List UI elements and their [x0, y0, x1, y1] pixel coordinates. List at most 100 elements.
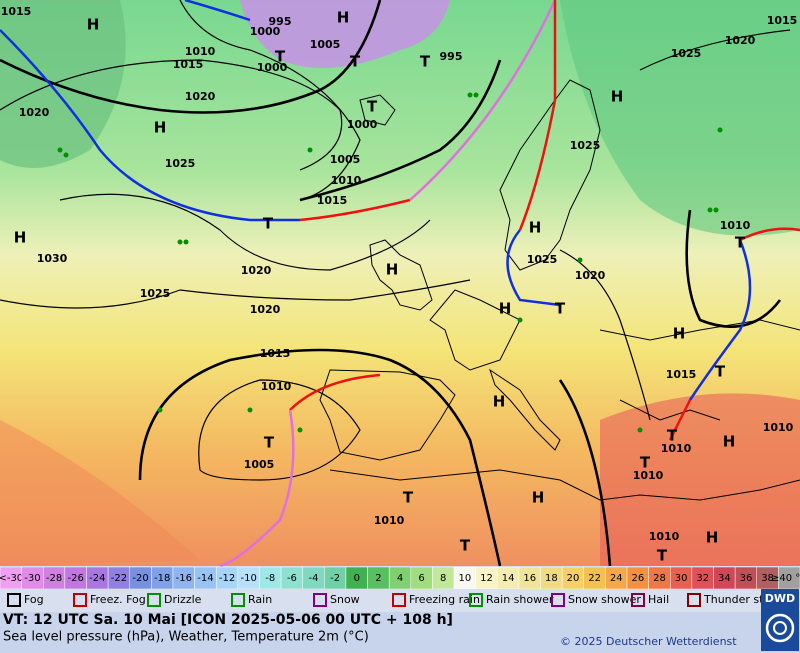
legend-label: Rain — [248, 593, 272, 606]
isobar — [179, 0, 361, 201]
low-center: T — [420, 53, 431, 71]
warm-area — [600, 393, 800, 566]
scale-label: -8 — [265, 573, 275, 584]
isobar — [59, 193, 431, 271]
cold-area — [240, 0, 450, 68]
isobar-bold — [299, 59, 502, 202]
scale-label: 16 — [523, 573, 536, 584]
low-center: T — [657, 547, 668, 565]
low-center: T — [263, 215, 274, 233]
dwd-logo-swirl — [773, 621, 787, 635]
dwd-logo-swirl — [765, 613, 795, 643]
map — [0, 0, 800, 568]
scale-label: 6 — [418, 573, 424, 584]
legend-label: Freez. Fog — [90, 593, 146, 606]
cold-front — [0, 29, 300, 222]
footer — [0, 612, 800, 653]
scale-label: 26 — [631, 573, 644, 584]
pressure-label: 1015 — [1, 5, 32, 18]
coast-france — [429, 289, 521, 371]
temperature-scale: <-30 -30 -28 -26 -24 -22 -20 -18 -16 -14 -12 -10 -8-… — [0, 566, 800, 590]
pressure-label: 1020 — [250, 303, 281, 316]
isobar — [0, 279, 471, 309]
pressure-label: 1025 — [570, 139, 601, 152]
scale-label: 30 — [675, 573, 688, 584]
pressure-label: 1020 — [241, 264, 272, 277]
high-center: H — [337, 9, 350, 27]
scale-label: 22 — [588, 573, 601, 584]
valid-time: VT: 12 UTC Sa. 10 Mai [ICON 2025-05-06 0… — [3, 612, 453, 628]
legend-icon — [7, 593, 21, 607]
legend-icon — [231, 593, 245, 607]
pressure-label: 1020 — [19, 106, 50, 119]
isobar-bold — [0, 0, 382, 114]
pressure-label: 995 — [440, 50, 463, 63]
high-center: H — [706, 529, 719, 547]
coast-aegean — [619, 399, 721, 421]
isobar — [639, 29, 791, 71]
warm-front — [299, 198, 411, 222]
scale-label: 34 — [718, 573, 731, 584]
isobar-bold — [138, 348, 502, 567]
isobar-bold — [558, 379, 612, 567]
high-center: H — [386, 261, 399, 279]
scale-label: -12 — [219, 573, 235, 584]
legend-label: Rain shower — [486, 593, 554, 606]
scale-label: -18 — [154, 573, 170, 584]
scale-label: -24 — [89, 573, 105, 584]
scale-label: ≥40 °C — [771, 573, 800, 584]
scale-label: -10 — [240, 573, 256, 584]
high-center: H — [723, 433, 736, 451]
pressure-label: 995 — [269, 15, 292, 28]
scale-label: 24 — [610, 573, 623, 584]
low-center: T — [275, 48, 286, 66]
scale-label: <-30 — [0, 573, 23, 584]
high-center: H — [529, 219, 542, 237]
cold-front — [688, 239, 752, 401]
pressure-label: 1010 — [661, 442, 692, 455]
legend-label: Snow shower — [568, 593, 641, 606]
coast-italy — [489, 368, 561, 451]
cold-front — [184, 0, 251, 22]
legend-icon — [631, 593, 645, 607]
scale-label: -28 — [46, 573, 62, 584]
legend-label: Snow — [330, 593, 360, 606]
legend-bar — [0, 589, 800, 612]
pressure-label: 1005 — [310, 38, 341, 51]
low-center: T — [555, 300, 566, 318]
coast-iceland — [359, 94, 396, 126]
pressure-label: 1000 — [250, 25, 281, 38]
warm-front — [289, 373, 381, 411]
pressure-label: 1010 — [763, 421, 794, 434]
legend-icon — [687, 593, 701, 607]
cool-area — [0, 0, 126, 168]
scale-label: 12 — [480, 573, 493, 584]
scale-label: -26 — [68, 573, 84, 584]
pressure-label: 1015 — [767, 14, 798, 27]
scale-label: -22 — [111, 573, 127, 584]
high-center: H — [14, 229, 27, 247]
low-center: T — [367, 98, 378, 116]
pressure-label: 1015 — [317, 194, 348, 207]
pressure-label: 1025 — [165, 157, 196, 170]
legend-icon — [313, 593, 327, 607]
scale-label: 10 — [458, 573, 471, 584]
coast-britain — [369, 239, 433, 311]
coast-africa — [329, 469, 800, 501]
pressure-label: 1005 — [244, 458, 275, 471]
scale-label: 0 — [354, 573, 360, 584]
rain-symbols — [57, 92, 723, 433]
pressure-label: 1020 — [725, 34, 756, 47]
occluded-front — [219, 409, 295, 568]
scale-label: 38 — [761, 573, 774, 584]
copyright: © 2025 Deutscher Wetterdienst — [560, 635, 737, 648]
occluded-front — [409, 0, 557, 201]
low-center: T — [715, 363, 726, 381]
scale-label: 28 — [653, 573, 666, 584]
dwd-logo-text: DWD — [765, 592, 795, 605]
warm-front — [668, 227, 800, 441]
scale-label: -6 — [287, 573, 297, 584]
pressure-label: 1025 — [527, 253, 558, 266]
scale-label: -20 — [132, 573, 148, 584]
